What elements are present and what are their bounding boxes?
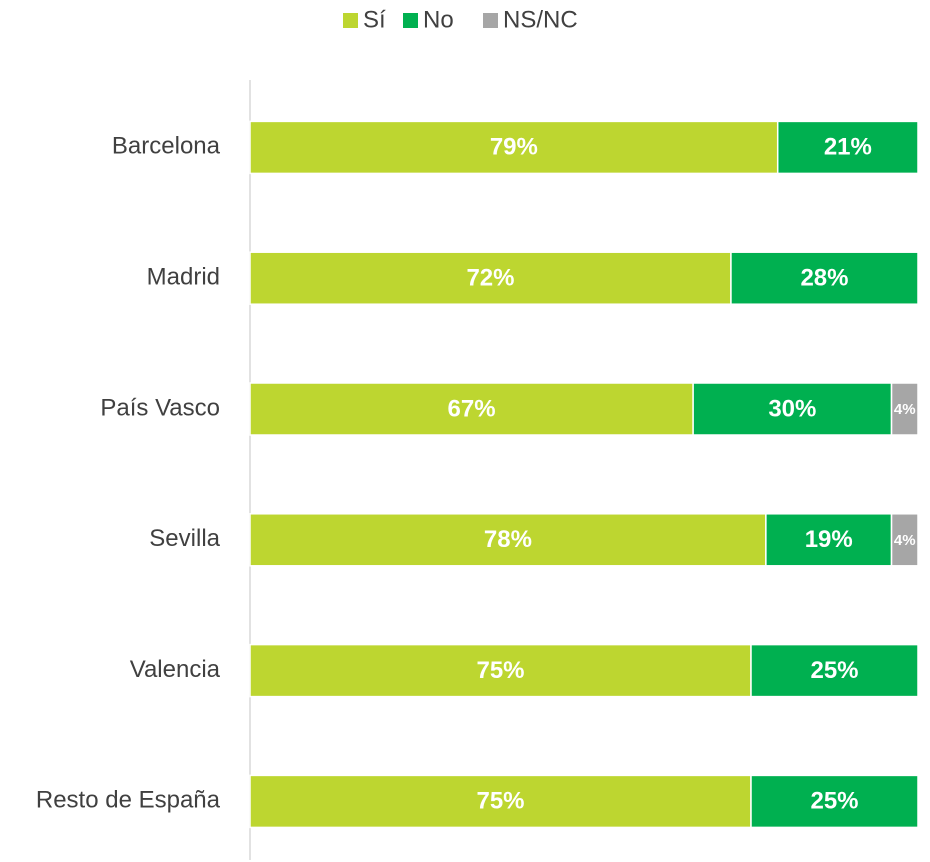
bar-segment [249, 774, 752, 829]
data-label: 75% [476, 788, 524, 815]
legend-swatch [403, 13, 418, 28]
bar-segment [890, 513, 919, 567]
data-label: 25% [810, 657, 858, 684]
bar-segment [692, 382, 893, 436]
data-label: 25% [810, 788, 858, 815]
legend-swatch [483, 13, 498, 28]
data-label: 19% [805, 526, 853, 553]
bar-segment [765, 513, 893, 567]
bar-segment [776, 120, 919, 175]
bar-segment [750, 774, 919, 829]
bar-segment [730, 251, 919, 305]
bar-segment [890, 382, 919, 436]
data-label: 4% [894, 532, 916, 549]
data-label: 75% [476, 657, 524, 684]
data-label: 78% [484, 526, 532, 553]
category-label: Barcelona [112, 133, 221, 160]
bar-segment [249, 643, 752, 698]
data-label: 28% [800, 265, 848, 292]
legend-swatch [343, 13, 358, 28]
data-label: 30% [768, 395, 816, 422]
data-label: 67% [448, 395, 496, 422]
legend-label: NS/NC [503, 6, 578, 33]
category-label: Madrid [147, 264, 220, 291]
legend-label: Sí [363, 6, 386, 33]
data-label: 72% [466, 265, 514, 292]
bar-segment [750, 643, 919, 698]
data-label: 4% [894, 401, 916, 418]
category-label: País Vasco [100, 394, 220, 421]
data-label: 79% [490, 134, 538, 161]
category-label: Valencia [130, 656, 221, 683]
bar-segment [249, 251, 732, 305]
data-label: 21% [824, 134, 872, 161]
legend-label: No [423, 6, 454, 33]
category-label: Resto de España [36, 787, 221, 814]
category-label: Sevilla [149, 525, 220, 552]
